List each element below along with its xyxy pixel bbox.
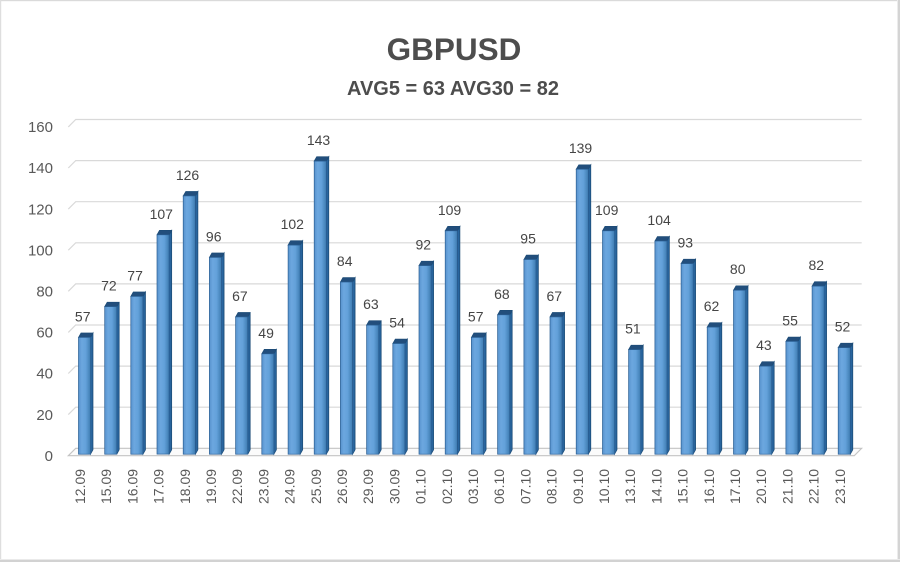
svg-text:139: 139	[569, 140, 593, 156]
svg-text:143: 143	[307, 132, 331, 148]
svg-text:72: 72	[101, 278, 117, 294]
svg-text:77: 77	[127, 267, 143, 283]
svg-text:29.09: 29.09	[360, 469, 376, 504]
svg-text:23.09: 23.09	[255, 469, 271, 504]
svg-text:03.10: 03.10	[465, 469, 481, 504]
svg-text:109: 109	[438, 202, 462, 218]
svg-text:43: 43	[756, 337, 772, 353]
svg-text:17.09: 17.09	[151, 469, 167, 504]
svg-text:20: 20	[36, 407, 53, 424]
svg-text:102: 102	[281, 216, 305, 232]
svg-text:52: 52	[835, 319, 851, 335]
svg-text:16.09: 16.09	[124, 469, 140, 504]
svg-text:54: 54	[389, 315, 405, 331]
svg-text:21.10: 21.10	[779, 469, 795, 504]
svg-text:06.10: 06.10	[491, 469, 507, 504]
svg-text:57: 57	[468, 308, 484, 324]
svg-text:24.09: 24.09	[282, 469, 298, 504]
svg-text:18.09: 18.09	[177, 469, 193, 504]
svg-text:67: 67	[547, 288, 563, 304]
svg-text:80: 80	[730, 261, 746, 277]
svg-text:19.09: 19.09	[203, 469, 219, 504]
svg-text:01.10: 01.10	[413, 469, 429, 504]
svg-text:26.09: 26.09	[334, 469, 350, 504]
svg-text:107: 107	[150, 206, 174, 222]
svg-text:22.09: 22.09	[229, 469, 245, 504]
svg-text:68: 68	[494, 286, 510, 302]
svg-text:120: 120	[28, 201, 53, 218]
svg-text:13.10: 13.10	[622, 469, 638, 504]
svg-text:09.10: 09.10	[570, 469, 586, 504]
svg-text:14.10: 14.10	[648, 469, 664, 504]
svg-text:96: 96	[206, 228, 222, 244]
svg-text:100: 100	[28, 242, 53, 259]
svg-text:15.09: 15.09	[98, 469, 114, 504]
svg-text:17.10: 17.10	[727, 469, 743, 504]
svg-text:20.10: 20.10	[753, 469, 769, 504]
svg-text:80: 80	[36, 284, 53, 301]
svg-text:126: 126	[176, 167, 200, 183]
svg-text:07.10: 07.10	[517, 469, 533, 504]
svg-text:02.10: 02.10	[439, 469, 455, 504]
svg-text:63: 63	[363, 296, 379, 312]
svg-text:62: 62	[704, 298, 720, 314]
svg-text:08.10: 08.10	[544, 469, 560, 504]
svg-text:23.10: 23.10	[832, 469, 848, 504]
svg-text:49: 49	[258, 325, 274, 341]
svg-text:GBPUSD: GBPUSD	[387, 31, 522, 67]
svg-text:22.10: 22.10	[806, 469, 822, 504]
svg-text:95: 95	[520, 231, 536, 247]
svg-text:160: 160	[28, 119, 53, 136]
svg-text:140: 140	[28, 160, 53, 177]
svg-text:104: 104	[647, 212, 671, 228]
svg-text:51: 51	[625, 321, 641, 337]
svg-text:84: 84	[337, 253, 353, 269]
svg-text:93: 93	[678, 235, 694, 251]
svg-text:AVG5 = 63 AVG30 = 82: AVG5 = 63 AVG30 = 82	[347, 78, 559, 100]
svg-text:109: 109	[595, 202, 619, 218]
svg-text:92: 92	[416, 237, 432, 253]
svg-text:16.10: 16.10	[701, 469, 717, 504]
svg-text:15.10: 15.10	[675, 469, 691, 504]
svg-text:0: 0	[45, 448, 53, 465]
svg-text:55: 55	[782, 312, 798, 328]
svg-text:60: 60	[36, 325, 53, 342]
svg-text:10.10: 10.10	[596, 469, 612, 504]
svg-text:82: 82	[809, 257, 825, 273]
svg-text:40: 40	[36, 366, 53, 383]
svg-text:30.09: 30.09	[386, 469, 402, 504]
svg-text:25.09: 25.09	[308, 469, 324, 504]
svg-text:57: 57	[75, 308, 91, 324]
svg-text:67: 67	[232, 288, 248, 304]
svg-text:12.09: 12.09	[72, 469, 88, 504]
